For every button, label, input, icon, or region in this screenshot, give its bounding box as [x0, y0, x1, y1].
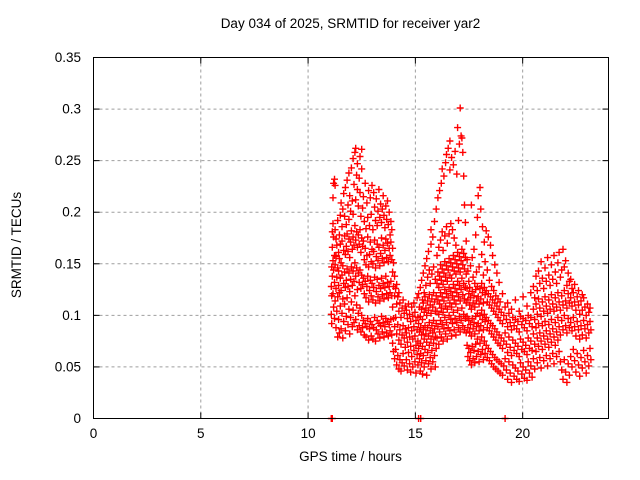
x-tick-label: 20	[515, 426, 530, 441]
chart-title: Day 034 of 2025, SRMTID for receiver yar…	[220, 16, 481, 31]
y-tick-label: 0.15	[55, 256, 81, 271]
x-tick-label: 0	[90, 426, 98, 441]
x-tick-label: 5	[197, 426, 205, 441]
y-tick-label: 0.35	[55, 50, 81, 65]
y-tick-label: 0.2	[62, 205, 81, 220]
x-tick-label: 15	[408, 426, 423, 441]
x-axis-label: GPS time / hours	[299, 449, 402, 464]
x-tick-label: 10	[301, 426, 316, 441]
scatter-points	[327, 104, 595, 422]
y-tick-label: 0	[73, 411, 81, 426]
y-axis-label: SRMTID / TECUs	[9, 191, 24, 299]
y-tick-label: 0.3	[62, 102, 81, 117]
plot-border	[93, 57, 609, 419]
y-tick-label: 0.05	[55, 359, 81, 374]
y-tick-label: 0.25	[55, 153, 81, 168]
y-tick-label: 0.1	[62, 308, 81, 323]
